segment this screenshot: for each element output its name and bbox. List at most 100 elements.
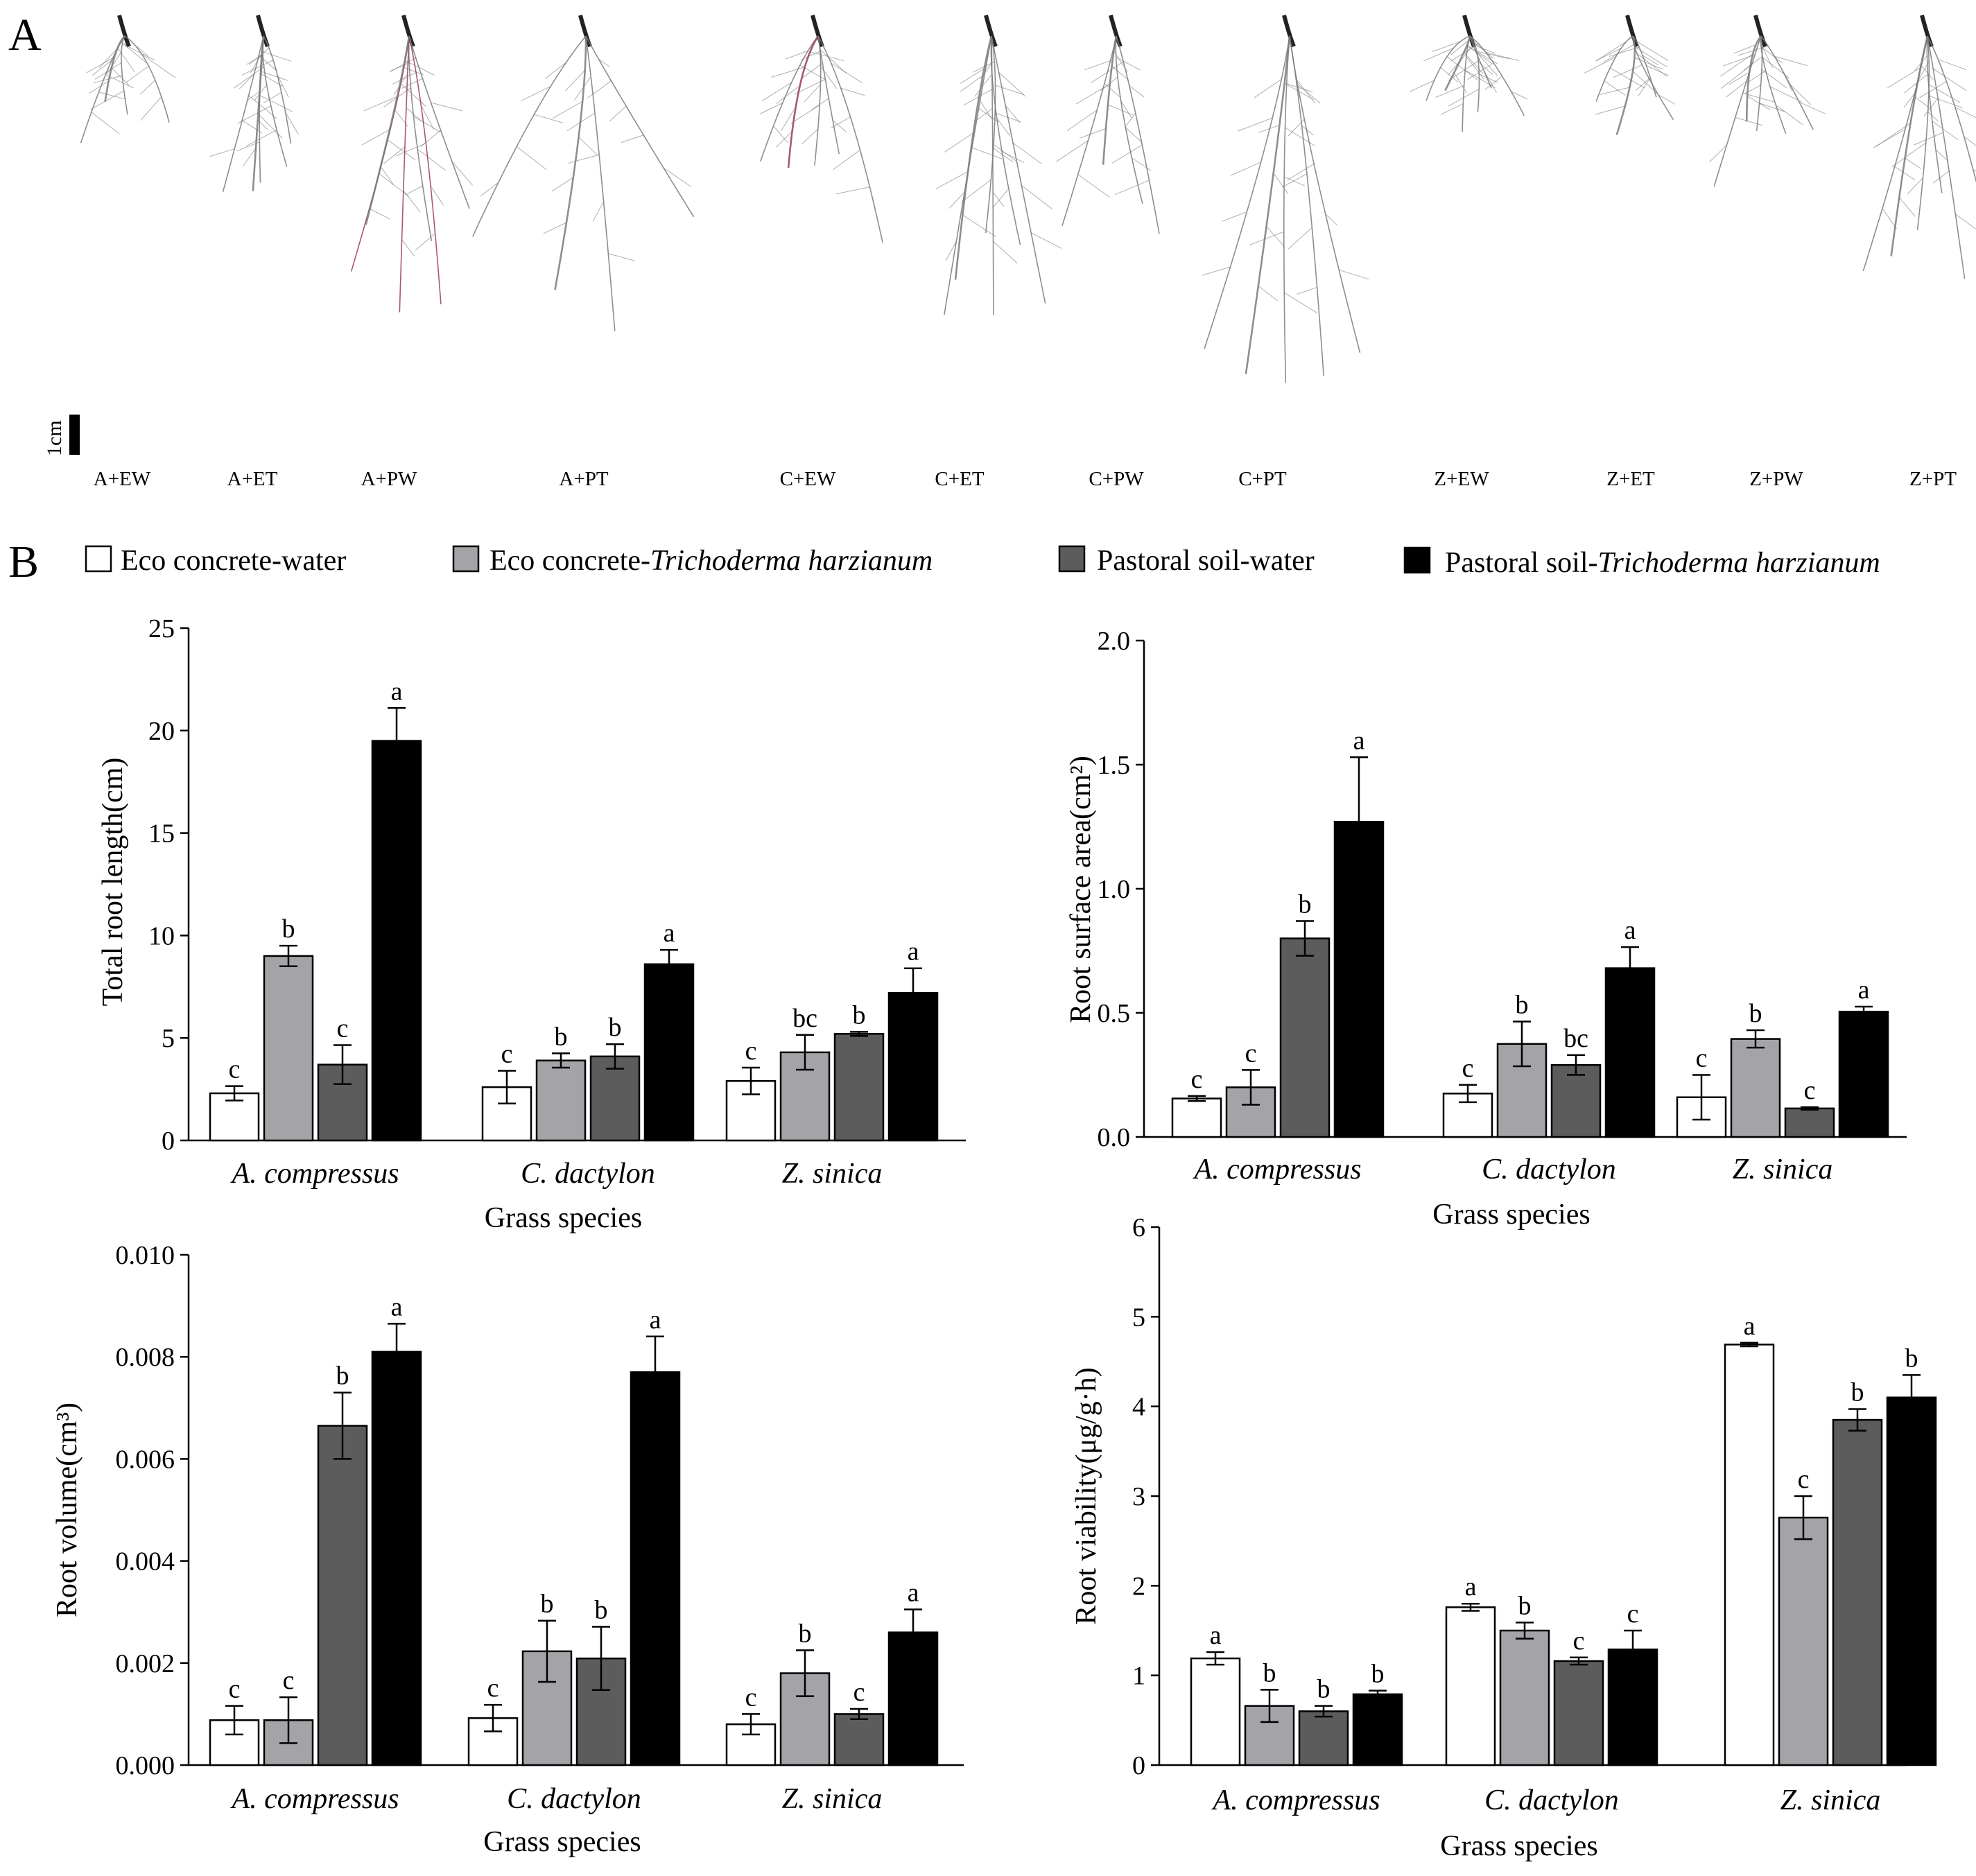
legend-item-pastoral-water: Pastoral soil-water	[1058, 545, 1315, 577]
root-image	[1202, 15, 1369, 383]
category-label: A. compressus	[1192, 1154, 1361, 1185]
legend-label: Pastoral soil-water	[1097, 545, 1315, 577]
significance-letter: c	[1627, 1599, 1639, 1629]
bar	[1499, 1629, 1550, 1766]
bar	[630, 1371, 681, 1766]
sample-label: A+PT	[559, 468, 608, 490]
significance-letter: c	[1696, 1044, 1708, 1073]
legend: Eco concrete-water Eco concrete-Trichode…	[85, 545, 1880, 579]
root-image	[760, 15, 883, 243]
sample-labels: A+EW A+ET A+PW A+PT C+EW C+ET C+PW C+PT Z+EW Z+ET…	[94, 468, 1957, 490]
bar	[589, 1055, 641, 1142]
y-tick-label: 6	[1132, 1213, 1145, 1242]
y-tick-label: 5	[1132, 1303, 1145, 1332]
sample-label: A+ET	[227, 468, 278, 490]
significance-letter: c	[1245, 1039, 1257, 1068]
panel-a-label: A	[8, 10, 42, 60]
y-axis-label: Root volume(cm³)	[51, 1402, 83, 1617]
x-axis-label: Grass species	[1440, 1830, 1597, 1862]
bar	[1279, 937, 1331, 1138]
significance-letter: b	[336, 1362, 349, 1391]
y-tick-label: 25	[148, 614, 175, 643]
significance-letter: c	[337, 1014, 349, 1043]
legend-swatch	[1058, 545, 1086, 573]
significance-letter: c	[1462, 1054, 1474, 1083]
y-axis-label: Total root length(cm)	[97, 758, 129, 1007]
category-label: A. compressus	[1211, 1784, 1380, 1816]
root-image	[209, 15, 299, 192]
significance-letter: b	[541, 1590, 554, 1619]
root-image	[1055, 15, 1160, 234]
y-tick-label: 1.0	[1098, 875, 1131, 904]
sample-label: A+PW	[361, 468, 417, 490]
x-axis-label: Grass species	[483, 1826, 641, 1858]
significance-letter: b	[555, 1022, 568, 1051]
bar	[1171, 1097, 1222, 1138]
significance-letter: a	[664, 919, 675, 948]
y-tick-label: 2.0	[1098, 627, 1131, 656]
root-image	[935, 15, 1062, 315]
category-label: C. dactylon	[1484, 1784, 1619, 1816]
significance-letter: a	[1465, 1572, 1477, 1601]
legend-item-pastoral-trichoderma: Pastoral soil-Trichoderma harzianum	[1403, 546, 1880, 579]
y-tick-label: 0.006	[116, 1445, 175, 1474]
bar	[1445, 1606, 1496, 1766]
y-tick-label: 1.5	[1098, 751, 1131, 780]
scale-bar	[69, 415, 80, 455]
bar	[1778, 1516, 1829, 1766]
root-image	[472, 15, 695, 331]
category-label: C. dactylon	[521, 1158, 655, 1190]
legend-item-eco-water: Eco concrete-water	[85, 545, 346, 577]
y-tick-label: 2	[1132, 1572, 1145, 1601]
y-tick-label: 0.0	[1098, 1123, 1131, 1152]
legend-item-eco-trichoderma: Eco concrete-Trichoderma harzianum	[452, 545, 933, 577]
y-tick-label: 0.010	[116, 1241, 175, 1270]
chart-root-viability: 0 1 2 3 4 5 6 Root viability(μg/g·h) A. compress…	[1071, 1213, 1937, 1862]
bar	[1730, 1038, 1781, 1138]
root-image	[1708, 15, 1826, 187]
legend-label: Pastoral soil-Trichoderma harzianum	[1445, 547, 1880, 579]
significance-letter: b	[282, 914, 295, 944]
category-label: C. dactylon	[507, 1783, 641, 1815]
y-tick-label: 5	[162, 1024, 175, 1053]
legend-label: Eco concrete-Trichoderma harzianum	[489, 545, 933, 577]
significance-letter: c	[853, 1678, 865, 1707]
significance-letter: a	[1210, 1621, 1222, 1650]
significance-letter: bc	[1563, 1024, 1588, 1053]
category-label: Z. sinica	[782, 1783, 883, 1815]
significance-letter: c	[229, 1055, 241, 1084]
category-label: A. compressus	[229, 1158, 399, 1190]
bar	[1553, 1660, 1604, 1766]
y-tick-label: 0.008	[116, 1343, 175, 1372]
category-label: C. dactylon	[1482, 1154, 1616, 1185]
significance-letter: c	[1798, 1465, 1810, 1494]
bar	[1604, 967, 1656, 1138]
significance-letter: b	[1905, 1344, 1918, 1373]
significance-letter: bc	[792, 1004, 817, 1033]
significance-letter: b	[1749, 999, 1762, 1028]
significance-letter: b	[595, 1596, 608, 1625]
sample-label: Z+PW	[1749, 468, 1803, 490]
significance-letter: b	[1518, 1591, 1532, 1620]
significance-letter: a	[1744, 1312, 1756, 1341]
y-tick-label: 3	[1132, 1482, 1145, 1511]
bar	[833, 1033, 885, 1142]
significance-letter: c	[283, 1666, 295, 1695]
bar	[1190, 1657, 1241, 1766]
significance-letter: b	[1851, 1378, 1864, 1407]
significance-letter: b	[1317, 1675, 1331, 1704]
y-tick-label: 1	[1132, 1662, 1145, 1691]
y-tick-label: 0.5	[1098, 999, 1131, 1028]
legend-swatch	[1403, 546, 1431, 574]
bar	[1298, 1710, 1349, 1766]
bar	[371, 740, 422, 1142]
sample-label: Z+PT	[1909, 468, 1957, 490]
sample-label: Z+ET	[1606, 468, 1655, 490]
bar	[1225, 1086, 1276, 1138]
significance-letter: c	[501, 1039, 513, 1068]
category-label: A. compressus	[229, 1783, 399, 1815]
sample-label: C+ET	[935, 468, 984, 490]
sample-label: A+EW	[94, 468, 151, 490]
scale-bar-label: 1cm	[43, 420, 66, 456]
